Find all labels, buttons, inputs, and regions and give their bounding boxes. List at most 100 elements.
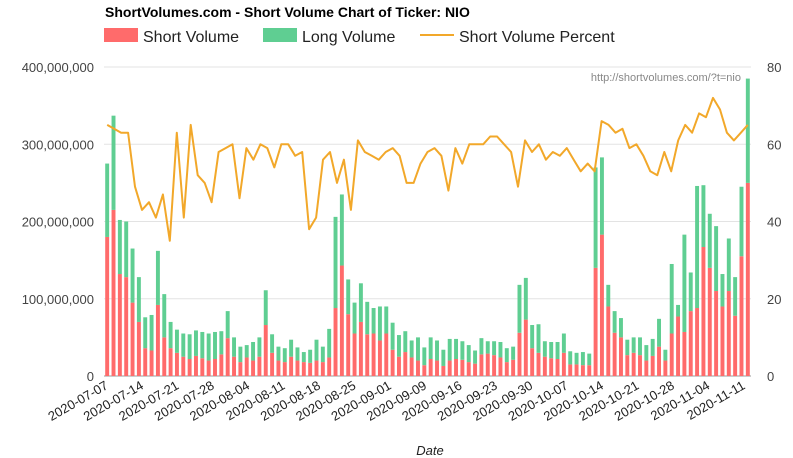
long-volume-bar — [492, 341, 497, 356]
short-volume-bar — [428, 359, 433, 376]
long-volume-bar — [130, 248, 135, 303]
short-volume-bar — [416, 360, 420, 376]
short-volume-bar — [542, 356, 547, 376]
long-volume-bar — [174, 329, 179, 353]
short-volume-bar — [479, 354, 484, 376]
long-volume-bar — [149, 314, 154, 351]
long-volume-bar — [327, 328, 332, 358]
long-volume-bar — [644, 345, 649, 361]
long-volume-bar — [720, 274, 725, 307]
short-volume-bar — [435, 360, 439, 376]
legend-label-short: Short Volume — [143, 29, 239, 46]
short-volume-bar — [327, 357, 332, 376]
short-volume-bar — [194, 355, 198, 376]
long-volume-bar — [536, 324, 541, 353]
long-volume-bar — [143, 317, 148, 349]
short-volume-bar — [358, 321, 363, 376]
short-volume-bar — [733, 315, 738, 376]
long-volume-bar — [365, 301, 370, 335]
long-volume-bar — [688, 272, 693, 312]
short-volume-bar — [263, 325, 268, 376]
short-volume-bar — [530, 348, 535, 376]
y-tick-label: 100,000,000 — [22, 292, 94, 307]
long-volume-bar — [219, 331, 224, 355]
short-volume-bar — [117, 274, 122, 376]
long-volume-bar — [447, 338, 452, 361]
short-volume-bar — [720, 306, 725, 376]
long-volume-bar — [320, 346, 325, 363]
short-volume-bar — [352, 333, 357, 376]
long-volume-bar — [618, 318, 623, 338]
legend[interactable]: Short Volume Long Volume Short Volume Pe… — [104, 28, 615, 46]
short-volume-bar — [523, 319, 528, 376]
long-volume-bar — [561, 333, 566, 353]
short-volume-bar — [657, 346, 661, 376]
short-volume-bar — [124, 277, 129, 376]
legend-swatch-short — [104, 28, 138, 42]
short-volume-bar — [587, 365, 592, 376]
short-volume-bar — [726, 291, 731, 376]
short-volume-bar — [625, 355, 630, 376]
long-volume-bar — [676, 304, 681, 317]
y2-tick-label: 80 — [767, 60, 781, 75]
short-volume-bar — [422, 365, 427, 376]
long-volume-bar — [726, 238, 731, 292]
long-volume-bar — [295, 347, 300, 361]
long-volume-bar — [568, 351, 573, 365]
long-volume-bar — [530, 325, 535, 349]
long-volume-bar — [587, 353, 592, 366]
long-volume-bar — [473, 350, 478, 364]
long-volume-bar — [435, 340, 439, 361]
long-volume-bar — [314, 339, 319, 361]
short-volume-bar — [669, 333, 674, 376]
short-volume-bar — [384, 333, 389, 376]
short-volume-bar — [441, 365, 446, 376]
long-volume-bar — [593, 167, 598, 268]
long-volume-bar — [657, 318, 661, 347]
short-volume-bar — [155, 304, 160, 376]
long-volume-bar — [631, 337, 636, 353]
long-volume-bar — [428, 337, 433, 360]
short-volume-bar — [504, 362, 509, 376]
short-volume-bar — [244, 357, 249, 376]
long-volume-bar — [701, 185, 706, 247]
short-volume-bar — [618, 337, 623, 376]
legend-swatch-long — [263, 28, 297, 42]
short-volume-bar — [149, 350, 154, 376]
long-volume-bar — [136, 277, 141, 322]
short-volume-bar — [485, 353, 490, 376]
watermark-url: http://shortvolumes.com/?t=nio — [591, 72, 741, 84]
short-volume-bar — [276, 360, 281, 376]
short-volume-bar — [200, 358, 205, 376]
long-volume-bar — [232, 337, 237, 357]
short-volume-bar — [251, 360, 256, 376]
short-volume-bar — [181, 356, 186, 376]
long-volume-bar — [485, 341, 490, 354]
y-tick-label: 200,000,000 — [22, 215, 94, 230]
long-volume-bar — [251, 342, 256, 361]
long-volume-bar — [263, 290, 268, 326]
y2-tick-label: 0 — [767, 369, 774, 384]
short-volume-bar — [143, 348, 148, 376]
short-volume-bar — [174, 352, 179, 376]
long-volume-bar — [466, 345, 471, 363]
long-volume-bar — [206, 333, 211, 361]
long-volume-bar — [308, 349, 313, 363]
long-volume-bar — [416, 337, 420, 361]
short-volume-bar — [314, 360, 319, 376]
long-volume-bar — [384, 306, 389, 334]
short-volume-bar — [714, 291, 719, 376]
short-volume-bar — [168, 348, 173, 376]
y-tick-label: 400,000,000 — [22, 60, 94, 75]
long-volume-bar — [606, 284, 611, 307]
long-volume-bar — [213, 331, 217, 360]
long-volume-bar — [371, 308, 376, 334]
long-volume-bar — [105, 163, 110, 237]
long-volume-bar — [663, 349, 668, 361]
short-volume-bar — [289, 356, 294, 376]
long-volume-bar — [695, 185, 700, 309]
y-tick-label: 0 — [87, 369, 94, 384]
long-volume-bar — [124, 221, 129, 278]
short-volume-bar — [295, 360, 300, 376]
short-volume-bar — [574, 364, 579, 376]
